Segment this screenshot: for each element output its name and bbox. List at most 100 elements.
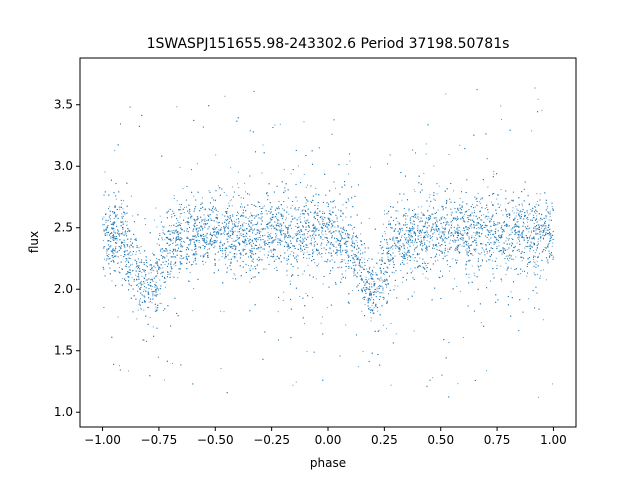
data-point	[424, 242, 426, 244]
data-point	[399, 240, 401, 242]
data-point	[226, 215, 228, 217]
data-point	[393, 272, 395, 274]
data-point	[166, 255, 168, 257]
data-point	[386, 253, 388, 255]
data-point	[338, 250, 340, 252]
data-point	[136, 265, 138, 267]
data-point	[270, 232, 272, 234]
data-point	[230, 243, 232, 245]
data-point	[155, 207, 157, 209]
data-point	[485, 245, 487, 247]
data-point	[405, 222, 407, 224]
data-point	[533, 214, 535, 216]
data-point	[268, 264, 270, 266]
data-point	[411, 223, 413, 225]
data-point	[344, 237, 346, 239]
data-point	[228, 221, 230, 223]
data-point	[253, 261, 255, 263]
data-point	[492, 251, 494, 253]
data-point	[259, 235, 261, 237]
data-point	[150, 272, 152, 274]
data-point	[252, 268, 254, 270]
data-point	[235, 246, 237, 248]
data-point	[475, 198, 477, 200]
data-point	[297, 165, 299, 167]
data-point	[282, 214, 284, 216]
data-point	[190, 239, 192, 241]
data-point	[310, 239, 312, 241]
data-point	[470, 215, 472, 217]
data-point	[476, 233, 478, 235]
data-point	[454, 278, 456, 280]
data-point	[500, 189, 502, 191]
data-point	[244, 191, 246, 193]
data-point	[545, 217, 547, 219]
data-point	[410, 256, 412, 258]
data-point	[274, 268, 276, 270]
data-point	[105, 259, 107, 261]
data-point	[479, 201, 481, 203]
data-point	[489, 231, 491, 233]
data-point	[413, 209, 415, 211]
data-point	[529, 235, 531, 237]
data-point	[475, 242, 477, 244]
data-point	[130, 239, 132, 241]
data-point	[122, 231, 124, 233]
data-point	[491, 260, 493, 262]
data-point	[508, 239, 510, 241]
data-point	[404, 237, 406, 239]
data-point	[243, 222, 245, 224]
data-point	[295, 209, 297, 211]
data-point	[108, 206, 110, 208]
data-point	[441, 240, 443, 242]
data-point	[175, 265, 177, 267]
data-point	[407, 259, 409, 261]
data-point	[394, 285, 396, 287]
data-point	[159, 293, 161, 295]
data-point	[180, 223, 182, 224]
data-point	[530, 231, 532, 233]
data-point	[347, 240, 349, 242]
data-point	[366, 268, 368, 270]
data-point	[130, 195, 132, 197]
data-point	[389, 238, 391, 240]
data-point	[448, 228, 450, 230]
data-point	[257, 248, 259, 250]
data-point	[368, 217, 370, 219]
data-point	[200, 236, 202, 238]
data-point	[319, 253, 321, 255]
data-point	[106, 252, 108, 254]
data-point	[454, 249, 456, 251]
data-point	[356, 241, 358, 243]
data-point	[433, 232, 435, 234]
data-point	[505, 274, 507, 276]
data-point	[274, 124, 276, 126]
data-point	[376, 290, 378, 292]
data-point	[163, 226, 165, 228]
data-point	[529, 213, 531, 215]
data-point	[341, 231, 343, 233]
data-point	[253, 217, 255, 219]
data-point	[524, 247, 526, 249]
data-point	[308, 257, 310, 259]
data-point	[505, 240, 507, 242]
data-point	[157, 258, 159, 260]
data-point	[231, 228, 233, 230]
data-point	[468, 229, 470, 231]
data-point	[364, 262, 366, 264]
data-point	[546, 229, 548, 231]
data-point	[389, 263, 391, 265]
data-point	[229, 235, 231, 237]
data-point	[260, 231, 262, 233]
data-point	[403, 245, 405, 247]
data-point	[315, 240, 316, 242]
data-point	[171, 213, 173, 215]
data-point	[130, 255, 132, 256]
data-point	[402, 215, 404, 217]
data-point	[110, 221, 112, 223]
data-point	[342, 227, 344, 229]
data-point	[542, 224, 544, 226]
data-point	[167, 231, 169, 233]
data-point	[195, 247, 197, 249]
data-point	[425, 264, 427, 266]
